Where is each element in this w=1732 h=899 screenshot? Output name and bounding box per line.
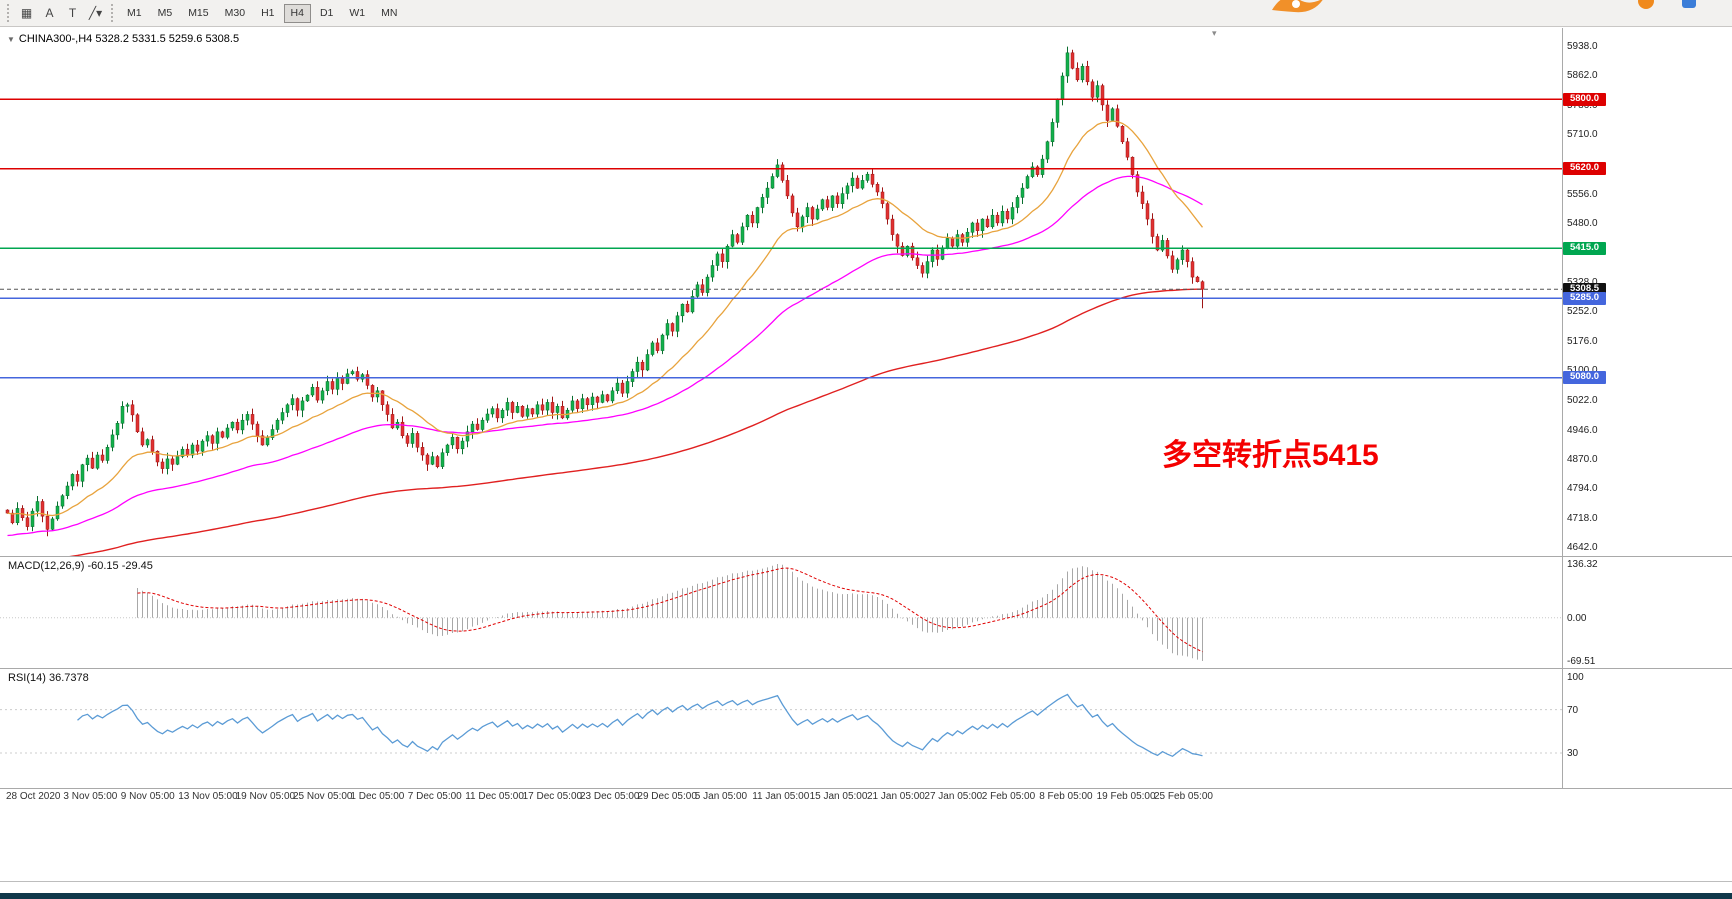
time-axis-label: 1 Dec 05:00 (350, 791, 405, 802)
time-axis-label: 28 Oct 2020 (6, 791, 61, 802)
time-axis-label: 27 Jan 05:00 (924, 791, 983, 802)
price-axis-tick: 4794.0 (1567, 483, 1598, 495)
price-axis-tick: 5176.0 (1567, 335, 1598, 347)
price-level-badge: 5800.0 (1563, 92, 1606, 106)
time-axis-label: 8 Feb 05:00 (1039, 791, 1093, 802)
rsi-label: RSI(14) 36.7378 (8, 672, 89, 684)
time-axis-label: 11 Dec 05:00 (465, 791, 524, 802)
price-chart-panel[interactable] (0, 28, 1562, 564)
time-axis-label: 3 Nov 05:00 (63, 791, 118, 802)
symbol-header: ▼ CHINA300-,H4 5328.2 5331.5 5259.6 5308.… (7, 33, 239, 45)
line-style-tool-button[interactable]: ╱▾ (84, 3, 107, 23)
time-axis-label: 9 Nov 05:00 (120, 791, 175, 802)
rsi-axis-tick: 30 (1567, 748, 1579, 759)
macd-svg (0, 564, 1562, 661)
timeframe-button-h1[interactable]: H1 (254, 4, 281, 23)
rsi-axis-tick: 100 (1567, 672, 1584, 683)
watermark-badge-icon (1682, 0, 1696, 8)
macd-axis-tick: 136.32 (1567, 559, 1598, 570)
price-level-badge: 5620.0 (1563, 162, 1606, 176)
price-axis-tick: 5100.0 (1567, 365, 1598, 376)
time-axis-label: 13 Nov 05:00 (178, 791, 238, 802)
timeframe-button-m1[interactable]: M1 (120, 4, 149, 23)
price-level-badge: 5415.0 (1563, 241, 1606, 255)
price-chart-svg (0, 46, 1562, 564)
timeframe-button-m5[interactable]: M5 (151, 4, 180, 23)
time-axis-label: 2 Feb 05:00 (981, 791, 1036, 802)
font-tool-button[interactable]: A (38, 3, 61, 23)
chevron-down-icon[interactable]: ▼ (7, 35, 15, 44)
ma-fast-line (7, 120, 1204, 517)
time-axis-label: 25 Nov 05:00 (293, 791, 353, 802)
rsi-axis-tick: 70 (1567, 704, 1579, 716)
symbol-ohlc-text: CHINA300-,H4 5328.2 5331.5 5259.6 5308.5 (18, 33, 240, 45)
timeframe-button-m15[interactable]: M15 (181, 4, 215, 23)
macd-axis-tick: -69.51 (1567, 656, 1596, 667)
horizontal-levels-layer (0, 98, 1562, 379)
chart-grid-tool-button[interactable]: ▦ (15, 3, 38, 23)
macd-histogram (137, 564, 1203, 661)
price-axis-tick: 5022.0 (1567, 395, 1598, 407)
timeframe-button-w1[interactable]: W1 (342, 4, 372, 23)
timeframe-button-mn[interactable]: MN (374, 4, 404, 23)
timeframe-button-h4[interactable]: H4 (283, 3, 311, 23)
price-level-badge: 5285.0 (1563, 291, 1606, 305)
toolbar-grip[interactable] (111, 4, 115, 22)
time-axis-label: 5 Jan 05:00 (694, 791, 748, 802)
timeframe-button-d1[interactable]: D1 (313, 4, 340, 23)
time-axis-label: 19 Feb 05:00 (1096, 791, 1156, 802)
ma-slow-line (7, 288, 1203, 564)
price-axis-tick: 4946.0 (1567, 424, 1598, 436)
price-axis-tick: 4642.0 (1567, 542, 1598, 554)
timeframe-group: M1 M5 M15 M30 H1 H4 D1 W1 MN (119, 3, 405, 23)
time-axis-label: 19 Nov 05:00 (235, 791, 296, 802)
time-axis-label: 23 Dec 05:00 (580, 791, 640, 802)
bottom-window-edge (0, 893, 1732, 899)
price-axis-tick: 5710.0 (1567, 129, 1598, 140)
macd-axis-tick: 0.00 (1567, 612, 1587, 624)
time-axis-label: 15 Jan 05:00 (809, 791, 868, 802)
time-axis-label: 7 Dec 05:00 (407, 791, 462, 802)
price-axis-tick: 5938.0 (1567, 40, 1598, 52)
rsi-svg (0, 693, 1562, 758)
price-axis-border (1562, 28, 1563, 788)
rsi-panel[interactable] (0, 669, 1562, 788)
time-axis-label: 21 Jan 05:00 (867, 791, 925, 802)
macd-label: MACD(12,26,9) -60.15 -29.45 (8, 560, 153, 572)
price-axis-tick: 5480.0 (1567, 218, 1598, 229)
time-axis-label: 11 Jan 05:00 (752, 791, 810, 802)
chart-shift-marker[interactable]: ▾ (1212, 28, 1217, 38)
text-label-tool-button[interactable]: T (61, 3, 84, 23)
time-axis-label: 17 Dec 05:00 (522, 791, 583, 802)
time-axis-label: 25 Feb 05:00 (1154, 791, 1213, 802)
drawing-tools-group: ▦ A T ╱▾ (15, 3, 107, 23)
price-axis-tick: 4718.0 (1567, 512, 1598, 524)
panel-divider[interactable] (0, 556, 1732, 557)
panel-divider[interactable] (0, 668, 1732, 669)
chart-annotation-text: 多空转折点5415 (1162, 439, 1379, 472)
top-toolbar: ▦ A T ╱▾ M1 M5 M15 M30 H1 H4 D1 W1 MN (0, 0, 1732, 27)
time-axis-label: 29 Dec 05:00 (637, 791, 697, 802)
toolbar-grip[interactable] (7, 4, 11, 22)
candles-layer (5, 46, 1205, 537)
ma-mid-line (7, 175, 1203, 537)
macd-panel[interactable] (0, 557, 1562, 668)
price-axis-tick: 4870.0 (1567, 453, 1598, 465)
price-level-badge: 5080.0 (1563, 371, 1606, 385)
price-axis-tick: 5252.0 (1567, 306, 1598, 318)
watermark-dot-icon (1638, 0, 1654, 9)
window-bottom-separator (0, 881, 1732, 882)
rsi-line (77, 693, 1203, 758)
timeframe-button-m30[interactable]: M30 (218, 4, 252, 23)
price-axis-tick: 5862.0 (1567, 70, 1598, 82)
watermark-swoosh-icon (1272, 0, 1323, 13)
price-axis-tick: 5556.0 (1567, 188, 1598, 200)
price-axis-tick: 5328.0 (1567, 277, 1598, 288)
panel-divider[interactable] (0, 788, 1732, 789)
